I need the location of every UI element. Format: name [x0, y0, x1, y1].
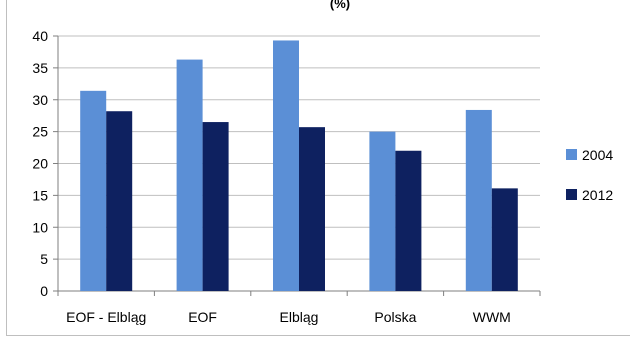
chart-frame — [6, 0, 630, 336]
bar-2012 — [299, 127, 325, 291]
bar-2004 — [176, 59, 203, 292]
y-tick-label: 30 — [32, 92, 48, 108]
x-tick-label: WWM — [473, 309, 511, 325]
bar-2012 — [202, 122, 229, 291]
bar-2004 — [465, 109, 492, 291]
y-tick-label: 35 — [32, 60, 48, 76]
y-tick-label: 5 — [40, 251, 48, 267]
bars — [80, 40, 518, 292]
legend-label: 2012 — [582, 187, 613, 203]
y-tick-label: 20 — [32, 156, 48, 172]
bar-2012 — [491, 188, 518, 291]
legend-label: 2004 — [582, 147, 613, 163]
bar-2012 — [395, 150, 422, 291]
y-tick-label: 10 — [32, 219, 48, 235]
legend-swatch — [566, 149, 577, 160]
y-tick-label: 25 — [32, 124, 48, 140]
legend-swatch — [566, 189, 577, 200]
y-axis: 0 5 10 15 20 25 30 35 40 — [32, 28, 59, 299]
y-tick-label: 15 — [32, 187, 48, 203]
x-axis-labels: EOF - Elbląg EOF Elbląg Polska WWM — [57, 291, 541, 325]
bar-2004 — [273, 40, 299, 292]
x-tick-label: EOF — [188, 309, 217, 325]
bar-2004 — [369, 131, 396, 291]
x-tick-label: EOF - Elbląg — [66, 309, 146, 325]
y-tick-label: 0 — [40, 283, 48, 299]
bar-2004 — [80, 90, 107, 291]
x-tick-label: Elbląg — [280, 309, 319, 325]
x-tick-label: Polska — [374, 309, 416, 325]
chart-title: (%) — [330, 0, 350, 11]
y-tick-label: 40 — [32, 28, 48, 44]
bar-2012 — [106, 111, 133, 291]
legend: 2004 2012 — [566, 147, 613, 203]
